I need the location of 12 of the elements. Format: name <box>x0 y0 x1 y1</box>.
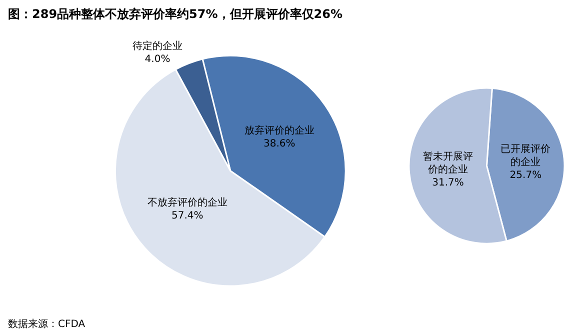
data-label: 4.0% <box>144 54 170 66</box>
slice-label: 放弃评价的企业 <box>244 124 314 137</box>
data-label: 25.7% <box>510 170 542 182</box>
source-note: 数据来源：CFDA <box>8 318 86 330</box>
slice-label: 不放弃评价的企业 <box>147 196 228 209</box>
slice-label: 暂未开展评价的企业 <box>423 150 474 176</box>
data-label: 57.4% <box>172 210 204 222</box>
data-label: 31.7% <box>432 177 464 188</box>
chart-title: 图：289品种整体不放弃评价率约57%，但开展评价率仅26% <box>8 7 342 21</box>
slice-label: 待定的企业 <box>132 40 182 52</box>
slice-label: 已开展评价的企业 <box>500 143 551 168</box>
data-label: 38.6% <box>264 138 296 150</box>
